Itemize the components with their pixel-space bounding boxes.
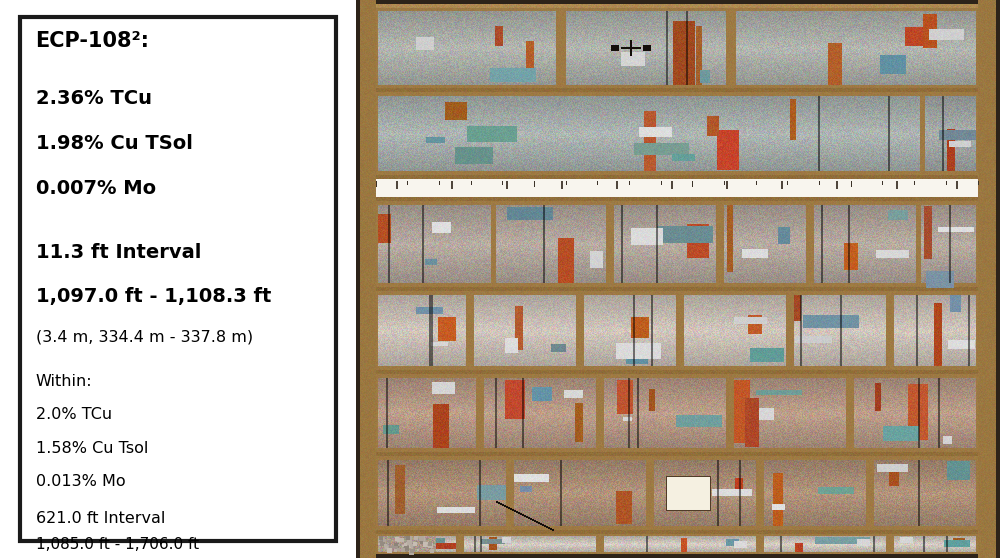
Text: 2.0% TCu: 2.0% TCu	[36, 407, 112, 422]
Text: 1.98% Cu TSol: 1.98% Cu TSol	[36, 134, 192, 153]
Text: 1.58% Cu Tsol: 1.58% Cu Tsol	[36, 441, 148, 456]
Text: 11.3 ft Interval: 11.3 ft Interval	[36, 243, 201, 262]
Text: 1,085.0 ft - 1,706.0 ft: 1,085.0 ft - 1,706.0 ft	[36, 537, 199, 552]
Text: 0.007% Mo: 0.007% Mo	[36, 179, 156, 198]
Text: 621.0 ft Interval: 621.0 ft Interval	[36, 511, 165, 526]
Text: (3.4 m, 334.4 m - 337.8 m): (3.4 m, 334.4 m - 337.8 m)	[36, 329, 253, 344]
Text: ECP-108²:: ECP-108²:	[36, 31, 150, 51]
Text: 2.36% TCu: 2.36% TCu	[36, 89, 152, 108]
Text: Within:: Within:	[36, 374, 92, 389]
FancyBboxPatch shape	[20, 17, 336, 541]
Text: 1,097.0 ft - 1,108.3 ft: 1,097.0 ft - 1,108.3 ft	[36, 287, 271, 306]
Text: 0.013% Mo: 0.013% Mo	[36, 474, 125, 489]
